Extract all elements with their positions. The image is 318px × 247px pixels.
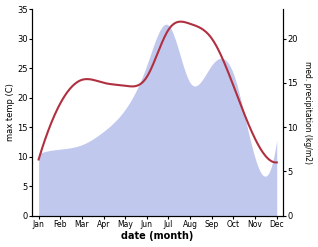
X-axis label: date (month): date (month) bbox=[121, 231, 194, 242]
Y-axis label: max temp (C): max temp (C) bbox=[5, 83, 15, 141]
Y-axis label: med. precipitation (kg/m2): med. precipitation (kg/m2) bbox=[303, 61, 313, 164]
